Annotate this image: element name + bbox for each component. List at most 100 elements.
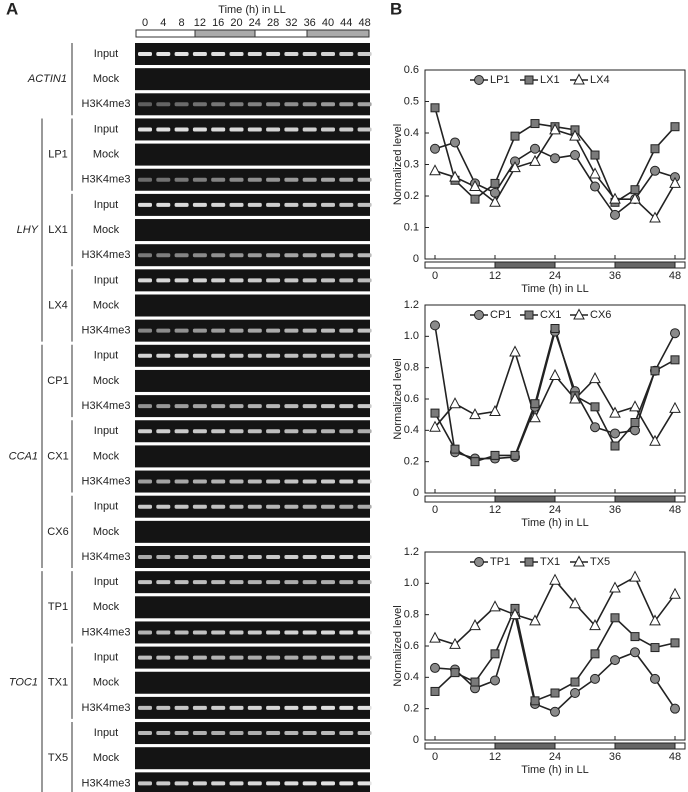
- marker: [670, 355, 680, 365]
- x-tick-label: 36: [609, 751, 621, 763]
- gel-band: [156, 328, 171, 333]
- gel-band: [138, 177, 152, 182]
- gel-band: [302, 655, 317, 660]
- marker: [650, 643, 660, 653]
- gel-band: [192, 328, 207, 333]
- gel-band: [284, 479, 299, 484]
- gel-band: [156, 278, 171, 283]
- gel-band: [321, 353, 335, 358]
- x-tick-label: 0: [432, 270, 438, 282]
- gel-band: [284, 555, 299, 559]
- legend-label: TP1: [490, 556, 510, 568]
- marker: [609, 192, 621, 204]
- row-label: Mock: [93, 224, 120, 236]
- marker: [630, 418, 640, 427]
- marker: [529, 411, 541, 423]
- gel-band: [156, 253, 171, 258]
- y-tick-label: 1.0: [404, 330, 419, 342]
- gel-band: [321, 655, 335, 660]
- gel-band: [266, 52, 281, 56]
- gel-band: [211, 655, 226, 660]
- time-bar-dark: [614, 261, 676, 269]
- gel-band: [266, 127, 281, 132]
- marker: [474, 75, 484, 85]
- row-label: Input: [94, 576, 118, 588]
- gel-band: [247, 102, 262, 107]
- gel-band: [156, 127, 171, 132]
- gel-band: [247, 404, 262, 409]
- gel-band: [321, 102, 335, 107]
- gel-band: [266, 102, 281, 107]
- gel-band: [284, 52, 299, 56]
- gel-band: [156, 353, 171, 358]
- gel-band: [138, 555, 152, 559]
- marker: [610, 428, 620, 439]
- marker: [470, 457, 480, 467]
- gel-band: [247, 353, 262, 358]
- y-tick-label: 0: [413, 734, 419, 746]
- gel-band: [339, 429, 354, 434]
- gel-band: [138, 253, 152, 258]
- gel-band: [229, 429, 244, 434]
- gel-band: [357, 479, 372, 484]
- marker: [570, 150, 580, 161]
- gel-band: [247, 278, 262, 283]
- y-tick-label: 0.8: [404, 362, 419, 374]
- legend-label: LX4: [590, 74, 610, 86]
- marker: [490, 450, 500, 460]
- row-label: Mock: [93, 149, 120, 161]
- row-label: Input: [94, 199, 118, 211]
- gel-band: [284, 253, 299, 258]
- row-label: H3K4me3: [82, 98, 131, 110]
- gel-band: [339, 580, 354, 585]
- row-label: Mock: [93, 299, 120, 311]
- gel-band: [247, 705, 262, 710]
- gel-band: [247, 731, 262, 736]
- marker: [549, 573, 561, 585]
- gel-band: [138, 731, 152, 736]
- marker: [590, 150, 600, 160]
- gel-band: [266, 731, 281, 736]
- gel-band: [357, 504, 372, 509]
- gel-band: [302, 353, 317, 358]
- region-label: LX1: [48, 224, 68, 236]
- marker: [474, 557, 484, 567]
- marker: [430, 103, 440, 113]
- gel-band: [266, 328, 281, 333]
- gel-band: [156, 705, 171, 710]
- y-tick-label: 0.1: [404, 221, 419, 233]
- row-label: Input: [94, 350, 118, 362]
- gel-band: [174, 781, 189, 786]
- gel-band: [284, 655, 299, 660]
- y-tick-label: 1.2: [404, 299, 419, 311]
- gel-band: [247, 177, 262, 182]
- marker: [550, 706, 560, 717]
- marker: [430, 408, 440, 418]
- marker: [529, 154, 541, 166]
- y-tick-label: 0.8: [404, 609, 419, 621]
- gel-band: [192, 479, 207, 484]
- gel-band: [321, 404, 335, 409]
- marker: [470, 677, 480, 687]
- legend-label: TX1: [540, 556, 560, 568]
- time-bar-dark: [614, 742, 676, 750]
- gel-band: [229, 127, 244, 132]
- gel-band: [284, 102, 299, 107]
- gel-strip: [135, 747, 370, 770]
- gel-band: [229, 328, 244, 333]
- gel-strip: [135, 294, 370, 317]
- gel-band: [174, 253, 189, 258]
- marker: [510, 131, 520, 141]
- gene-label: CCA1: [9, 450, 38, 462]
- marker: [569, 392, 581, 404]
- gel-band: [284, 328, 299, 333]
- gel-band: [302, 127, 317, 132]
- gel-band: [247, 630, 262, 635]
- x-tick-label: 24: [549, 504, 561, 516]
- marker: [550, 153, 560, 164]
- gel-band: [302, 630, 317, 635]
- gel-band: [247, 555, 262, 559]
- row-label: H3K4me3: [82, 174, 131, 186]
- gel-band: [174, 278, 189, 283]
- gel-band: [174, 429, 189, 434]
